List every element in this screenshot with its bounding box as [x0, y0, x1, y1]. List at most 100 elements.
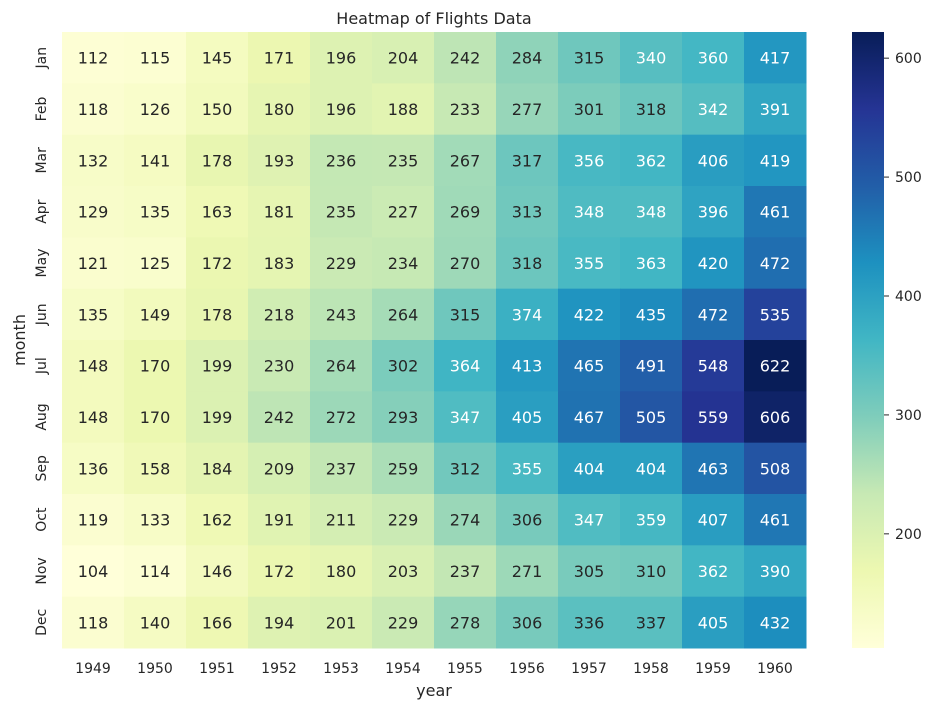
cell-value-label: 355: [574, 254, 605, 273]
heatmap-cell: [248, 391, 311, 444]
heatmap-cell: [248, 134, 311, 187]
x-tick-label: 1959: [695, 661, 731, 677]
x-tick-label: 1956: [509, 661, 545, 677]
y-tick-label: Jul: [34, 357, 50, 375]
cell-value-label: 112: [78, 49, 109, 68]
cell-value-label: 432: [760, 613, 791, 632]
heatmap-cell: [124, 83, 187, 136]
cell-value-label: 136: [78, 459, 109, 478]
cell-value-label: 347: [450, 408, 481, 427]
cell-value-label: 183: [264, 254, 295, 273]
heatmap-cell: [558, 391, 621, 444]
cell-value-label: 508: [760, 459, 791, 478]
cell-value-label: 284: [512, 49, 543, 68]
heatmap-cell: [124, 442, 187, 495]
heatmap-cell: [310, 32, 373, 84]
colorbar-tick-label: 400: [895, 289, 922, 305]
heatmap-cell: [558, 442, 621, 495]
heatmap-cell: [124, 237, 187, 290]
cell-value-label: 374: [512, 305, 543, 324]
cell-value-label: 188: [388, 100, 419, 119]
cell-value-label: 115: [140, 49, 171, 68]
heatmap-cell: [62, 391, 125, 444]
y-tick-label: Nov: [34, 557, 50, 584]
heatmap-cell: [372, 596, 435, 649]
cell-value-label: 420: [698, 254, 729, 273]
cell-value-label: 337: [636, 613, 667, 632]
heatmap-cell: [682, 288, 745, 341]
cell-value-label: 229: [388, 613, 419, 632]
heatmap-cells: 112 115 145 171 196 204 242 284 315 340 360 417 118 1…: [62, 32, 807, 649]
cell-value-label: 559: [698, 408, 729, 427]
x-tick-label: 1952: [261, 661, 297, 677]
heatmap-cell: [744, 442, 807, 495]
y-tick-label: Jan: [34, 47, 50, 70]
cell-value-label: 417: [760, 49, 791, 68]
heatmap-cell: [558, 494, 621, 546]
heatmap-cell: [682, 442, 745, 495]
cell-value-label: 461: [760, 203, 791, 222]
cell-value-label: 318: [636, 100, 667, 119]
cell-value-label: 405: [698, 613, 729, 632]
heatmap-cell: [434, 442, 497, 495]
heatmap-cell: [372, 134, 435, 187]
heatmap-cell: [372, 83, 435, 136]
heatmap-cell: [310, 237, 373, 290]
colorbar: [852, 32, 884, 648]
cell-value-label: 135: [78, 305, 109, 324]
cell-value-label: 172: [264, 562, 295, 581]
heatmap-cell: [558, 288, 621, 341]
cell-value-label: 606: [760, 408, 791, 427]
heatmap-cell: [744, 340, 807, 392]
heatmap-cell: [682, 83, 745, 136]
cell-value-label: 104: [78, 562, 109, 581]
heatmap-cell: [682, 186, 745, 238]
cell-value-label: 364: [450, 357, 481, 376]
cell-value-label: 472: [698, 305, 729, 324]
heatmap-cell: [186, 340, 249, 392]
heatmap-cell: [124, 32, 187, 84]
heatmap-cell: [62, 494, 125, 546]
heatmap-cell: [496, 545, 559, 598]
heatmap-cell: [558, 340, 621, 392]
heatmap-cell: [186, 442, 249, 495]
heatmap-cell: [434, 288, 497, 341]
cell-value-label: 184: [202, 459, 233, 478]
heatmap-cell: [310, 545, 373, 598]
x-tick-label: 1951: [199, 661, 235, 677]
heatmap-cell: [496, 186, 559, 238]
cell-value-label: 347: [574, 511, 605, 530]
cell-value-label: 196: [326, 100, 357, 119]
heatmap-cell: [372, 288, 435, 341]
heatmap-cell: [558, 83, 621, 136]
cell-value-label: 359: [636, 511, 667, 530]
cell-value-label: 548: [698, 357, 729, 376]
cell-value-label: 269: [450, 203, 481, 222]
cell-value-label: 170: [140, 357, 171, 376]
cell-value-label: 199: [202, 408, 233, 427]
heatmap-cell: [496, 83, 559, 136]
cell-value-label: 140: [140, 613, 171, 632]
cell-value-label: 362: [636, 151, 667, 170]
cell-value-label: 194: [264, 613, 295, 632]
heatmap-cell: [558, 32, 621, 84]
cell-value-label: 201: [326, 613, 357, 632]
heatmap-cell: [248, 186, 311, 238]
cell-value-label: 133: [140, 511, 171, 530]
heatmap-cell: [620, 545, 683, 598]
cell-value-label: 171: [264, 49, 295, 68]
heatmap-cell: [62, 596, 125, 649]
heatmap-cell: [372, 340, 435, 392]
cell-value-label: 193: [264, 151, 295, 170]
cell-value-label: 317: [512, 151, 543, 170]
cell-value-label: 211: [326, 511, 357, 530]
cell-value-label: 191: [264, 511, 295, 530]
heatmap-cell: [434, 545, 497, 598]
cell-value-label: 196: [326, 49, 357, 68]
heatmap-cell: [682, 237, 745, 290]
heatmap-cell: [248, 545, 311, 598]
cell-value-label: 233: [450, 100, 481, 119]
heatmap-cell: [558, 237, 621, 290]
cell-value-label: 419: [760, 151, 791, 170]
heatmap-cell: [434, 391, 497, 444]
